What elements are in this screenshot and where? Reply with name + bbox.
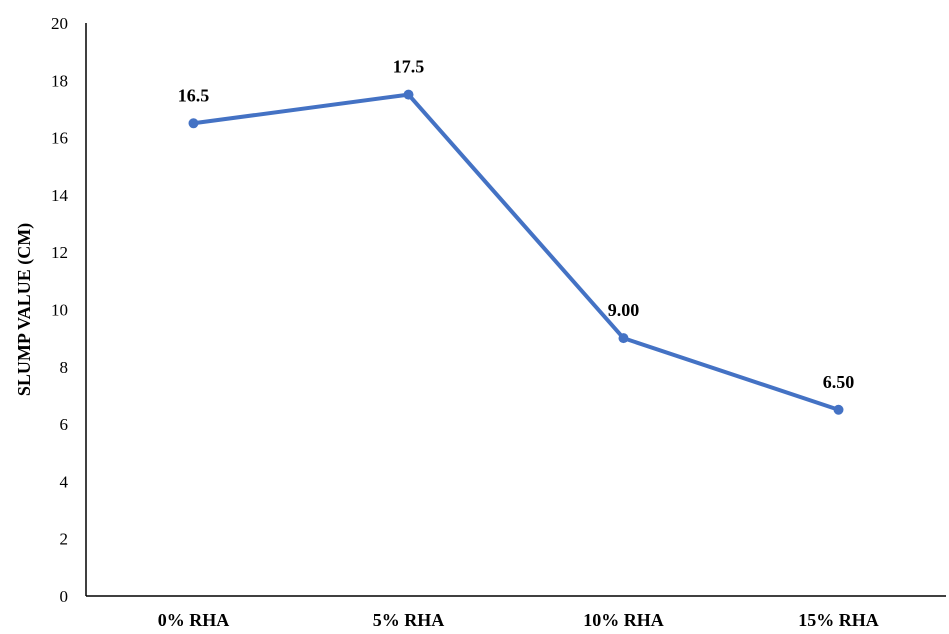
data-labels: 16.5 17.5 9.00 6.50 [178, 57, 855, 392]
x-category-label: 0% RHA [158, 610, 230, 630]
data-label: 16.5 [178, 85, 210, 105]
data-point [188, 118, 199, 129]
y-axis-title: SLUMP VALUE (CM) [14, 223, 35, 396]
x-category-label: 15% RHA [798, 610, 879, 630]
data-point [403, 89, 414, 100]
x-category-labels: 0% RHA 5% RHA 10% RHA 15% RHA [158, 610, 879, 630]
y-tick-label: 10 [51, 301, 68, 320]
data-label: 9.00 [608, 300, 640, 320]
y-tick-label: 14 [51, 186, 69, 205]
y-tick-label: 20 [51, 14, 68, 33]
data-label: 6.50 [823, 372, 855, 392]
y-tick-label: 0 [60, 587, 69, 606]
y-tick-label: 6 [60, 415, 69, 434]
x-category-label: 5% RHA [373, 610, 445, 630]
y-tick-label: 16 [51, 129, 68, 148]
data-point [618, 333, 629, 344]
y-tick-label: 4 [60, 472, 69, 491]
data-point [833, 404, 844, 415]
y-tick-label: 8 [60, 358, 69, 377]
y-tick-labels: 0 2 4 6 8 10 12 14 16 18 20 [51, 14, 69, 606]
y-tick-label: 18 [51, 71, 68, 90]
series-line [191, 92, 841, 412]
y-tick-label: 12 [51, 243, 68, 262]
series-group [188, 89, 844, 415]
y-tick-label: 2 [60, 530, 69, 549]
x-category-label: 10% RHA [583, 610, 664, 630]
chart-axes [85, 23, 946, 597]
data-label: 17.5 [393, 57, 425, 77]
